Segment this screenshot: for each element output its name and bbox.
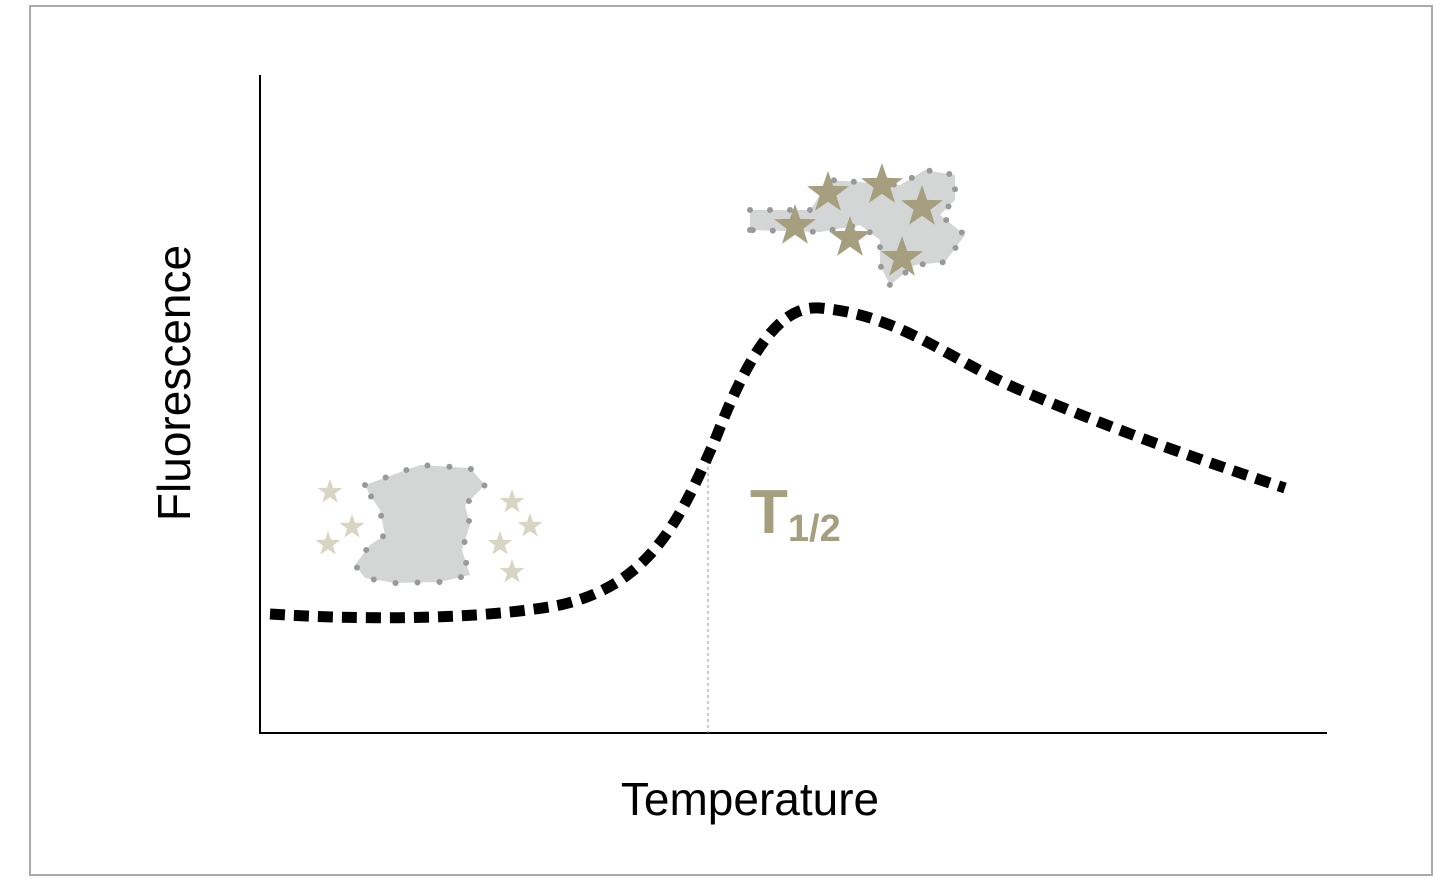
- annotation: T1/2: [750, 478, 841, 550]
- annotation-text: T: [750, 478, 788, 547]
- melt-curve: [269, 302, 1287, 624]
- x-axis-label: Temperature: [621, 773, 879, 825]
- unfolded-protein: [747, 163, 970, 290]
- folded-protein: [315, 461, 543, 587]
- frame: [29, 5, 1433, 876]
- annotation-subscript: 1/2: [788, 508, 841, 550]
- y-axis-label: Fluorescence: [148, 245, 200, 521]
